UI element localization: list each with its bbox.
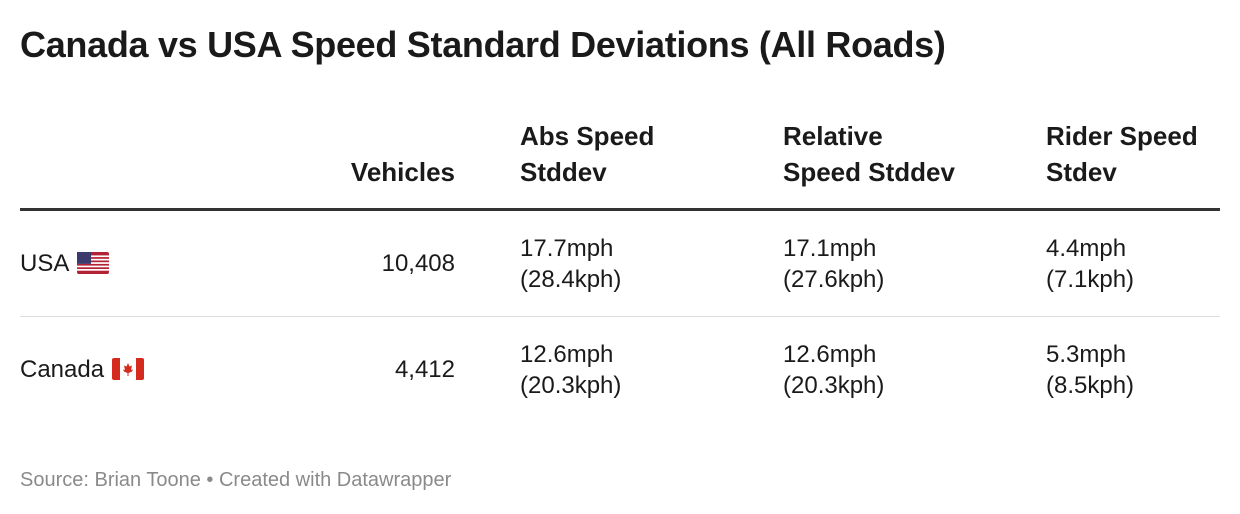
value: (8.5kph) — [1046, 371, 1135, 399]
cell: 17.1mph (27.6kph) — [783, 209, 1046, 317]
value: (20.3kph) — [783, 371, 885, 399]
header-cell: Relative Speed Stddev — [783, 118, 1046, 211]
header-text: Rider Speed — [1046, 121, 1198, 151]
header-text: Stdev — [1046, 157, 1117, 187]
header-text: Relative — [783, 121, 883, 151]
cell: Canada — [20, 317, 220, 423]
cell: 12.6mph (20.3kph) — [455, 317, 783, 423]
value: 17.7mph — [520, 234, 614, 262]
table: Vehicles Abs Speed Stddev Relative Speed S… — [20, 118, 1220, 422]
value: (20.3kph) — [520, 371, 622, 399]
cell: 10,408 — [220, 209, 455, 317]
table-body: USA 10,408 17.7mph (28.4kph) 17.1mph (27.6… — [20, 209, 1220, 423]
vehicles: 10,408 — [381, 250, 455, 277]
us-flag — [77, 252, 110, 274]
header-text: Stddev — [520, 157, 607, 187]
table-header: Vehicles Abs Speed Stddev Relative Speed S… — [20, 118, 1220, 211]
header-cell — [20, 118, 220, 211]
header-text: Vehicles — [350, 157, 455, 187]
value: 12.6mph — [520, 340, 614, 368]
header-text: Abs Speed — [520, 121, 655, 151]
canada-flag — [112, 358, 145, 380]
cell: 17.7mph (28.4kph) — [455, 209, 783, 317]
vehicles: 4,412 — [394, 356, 455, 383]
header-cell: Vehicles — [220, 118, 455, 211]
header-cell: Rider Speed Stdev — [1046, 118, 1220, 211]
row: Canada 4,412 12.6mph (20.3kph) 12.6mph (20… — [20, 317, 1220, 423]
cell: 5.3mph (8.5kph) — [1046, 317, 1220, 423]
cell: USA — [20, 209, 220, 317]
country: Canada — [20, 356, 105, 383]
value: (7.1kph) — [1046, 265, 1135, 293]
value: 4.4mph — [1046, 234, 1127, 262]
value: 12.6mph — [783, 340, 877, 368]
header-row: Vehicles Abs Speed Stddev Relative Speed S… — [20, 118, 1220, 211]
country: USA — [20, 250, 70, 277]
title: Canada vs USA Speed Standard Deviations … — [20, 24, 946, 65]
header-cell: Abs Speed Stddev — [455, 118, 783, 211]
cell: 12.6mph (20.3kph) — [783, 317, 1046, 423]
header-text: Speed Stddev — [783, 157, 955, 187]
row: USA 10,408 17.7mph (28.4kph) 17.1mph (27.6… — [20, 209, 1220, 317]
source: Source: Brian Toone • Created with Dataw… — [20, 469, 452, 491]
value: 5.3mph — [1046, 340, 1127, 368]
cell: 4.4mph (7.1kph) — [1046, 209, 1220, 317]
value: (27.6kph) — [783, 265, 885, 293]
value: 17.1mph — [783, 234, 877, 262]
cell: 4,412 — [220, 317, 455, 423]
value: (28.4kph) — [520, 265, 622, 293]
